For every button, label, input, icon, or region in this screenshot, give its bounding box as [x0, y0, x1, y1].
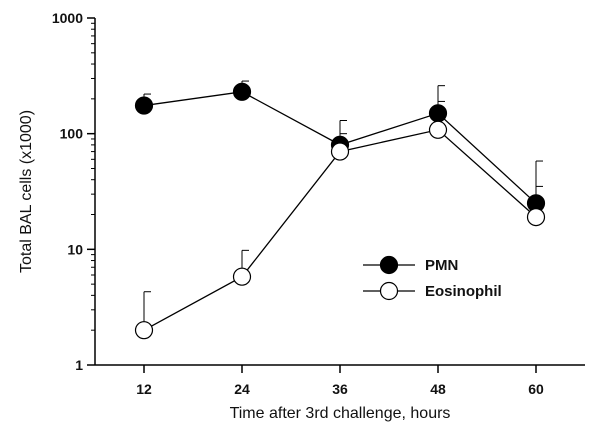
legend-label-eosinophil: Eosinophil [425, 283, 502, 300]
axes: 1 10 100 1000 12 24 36 48 60 [52, 10, 585, 397]
y-tick-label: 1000 [52, 10, 83, 26]
x-tick-label: 12 [136, 381, 152, 397]
legend-entry-eosinophil: Eosinophil [363, 281, 502, 301]
y-axis-title: Total BAL cells (x1000) [18, 110, 35, 273]
data-point-pmn [134, 96, 154, 115]
series-eosinophil [134, 100, 546, 340]
x-axis-title: Time after 3rd challenge, hours [230, 405, 451, 422]
x-tick-label: 24 [234, 381, 250, 397]
legend-marker-eosinophil [379, 281, 399, 301]
data-point-eosinophil [330, 142, 350, 161]
legend-marker-pmn [379, 255, 399, 275]
data-point-eosinophil [134, 321, 154, 340]
data-point-eosinophil [526, 207, 546, 227]
series-layer [134, 80, 546, 340]
legend: PMN Eosinophil [363, 255, 502, 301]
legend-entry-pmn: PMN [363, 255, 458, 275]
x-tick-label: 60 [528, 381, 544, 397]
data-point-eosinophil [428, 120, 448, 139]
y-tick-label: 1 [75, 357, 83, 373]
x-tick-label: 48 [430, 381, 446, 397]
data-point-eosinophil [232, 267, 252, 286]
x-tick-label: 36 [332, 381, 348, 397]
legend-label-pmn: PMN [425, 257, 458, 274]
data-point-pmn [232, 82, 252, 101]
y-tick-label: 10 [67, 241, 83, 257]
y-tick-label: 100 [60, 126, 84, 142]
